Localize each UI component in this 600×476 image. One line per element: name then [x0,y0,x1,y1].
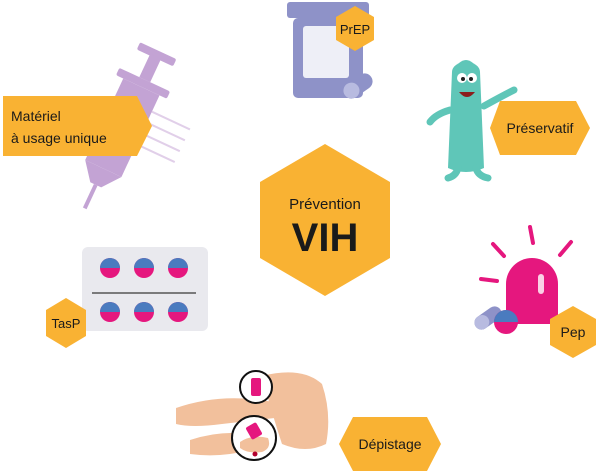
label-preservatif: Préservatif [507,120,574,136]
hexagon-prep: PrEP [336,6,374,51]
hexagon-materiel: Matériel à usage unique [3,96,152,156]
center-title: Prévention [289,196,361,213]
hexagon-preservatif: Préservatif [490,101,590,155]
hexagon-tasp: TasP [46,298,86,348]
center-hexagon: Prévention VIH [260,144,390,296]
label-tasp: TasP [52,316,81,331]
blister-pills [100,258,188,322]
blister-pack-icon [82,247,208,331]
center-vih: VIH [292,216,359,260]
label-depistage: Dépistage [358,436,421,452]
finger-prick-icon [176,370,329,461]
hexagon-pep: Pep [550,306,596,358]
hexagon-depistage: Dépistage [339,417,441,471]
condom-mascot-icon [426,60,518,182]
label-materiel-line2: à usage unique [11,130,107,146]
label-pep: Pep [561,324,586,340]
alarm-pill-icon [474,225,573,334]
label-materiel-line1: Matériel [11,108,61,124]
label-prep: PrEP [340,22,370,37]
